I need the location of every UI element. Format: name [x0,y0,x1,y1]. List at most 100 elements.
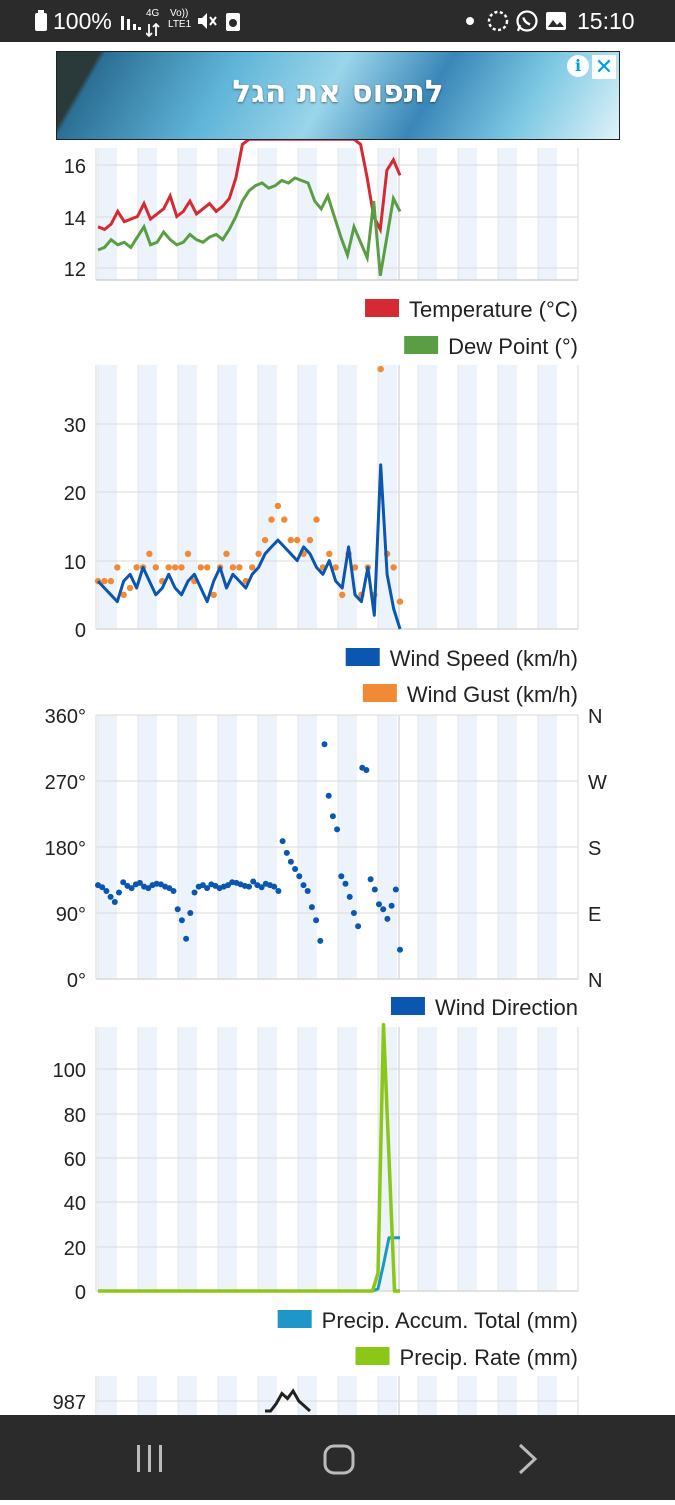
ad-info-icon[interactable]: i [567,55,589,77]
legend-wind-direction-label: Wind Direction [435,995,578,1020]
wind-gust-dots-point [326,550,333,557]
wind-gust-dots-point [249,564,256,571]
wind-speed-line [96,463,402,630]
stripe [178,1376,197,1415]
y-tick-precip: 0 [75,1282,86,1304]
wind-direction-dots-point [174,906,181,913]
wind-direction-dots-point [103,888,110,894]
stripe [218,1027,237,1291]
legend-wind-gust-label: Wind Gust (km/h) [407,682,578,707]
y-tick-wind: 0 [75,620,86,642]
wind-direction-dots-point [397,946,403,953]
wind-direction-dots-point [329,813,336,820]
stripe [98,148,117,280]
stripe [298,1027,317,1291]
wind-direction-dots-point [283,849,290,856]
dot-icon [465,6,475,36]
ad-banner[interactable]: לתפוס את הגל i ✕ [56,51,620,140]
data-arrows-icon [145,14,160,44]
stripe [258,365,277,629]
wind-direction-dots-point [304,888,311,894]
stripe [498,1376,517,1415]
wind-gust-dots-point [184,550,192,557]
navigation-bar [0,1415,675,1500]
signal-icon [120,6,142,36]
clock: 15:10 [577,8,635,34]
wind-gust-dots-point [306,536,314,544]
stripe [538,1027,557,1291]
wind-direction-dots-point [334,826,341,833]
wind-direction-dots-point [384,915,391,922]
wind-direction-dots-point [116,889,122,896]
recent-apps-button[interactable] [120,1430,180,1486]
wind-direction-dots-point [317,937,324,944]
volte-top: Vo)) [170,8,189,19]
stripe [418,1376,437,1415]
wind-direction-dots-point [363,767,370,773]
stripe [338,1376,357,1415]
legend-precip-rate-label: Precip. Rate (mm) [400,1345,578,1370]
stripe [178,365,197,629]
whatsapp-icon [515,6,539,36]
wind-gust-dots-point [210,591,217,598]
dew-point-line [97,176,402,276]
wind-direction-dots-point [388,902,395,909]
ad-close-icon[interactable]: ✕ [592,55,616,79]
wind-gust-dots-point [114,564,121,571]
battery-icon [34,6,48,36]
legend-wind-speed-label: Wind Speed (km/h) [390,646,578,671]
stripe [498,365,517,629]
stripe [498,1027,517,1291]
y-tick-direction: 360° [45,706,86,728]
wind-gust-dots-point [165,564,172,571]
y-tick-compass: E [588,904,601,926]
wind-direction-dots-point [355,923,362,930]
y-tick-precip: 100 [53,1060,86,1082]
wind-gust-dots-point [204,564,211,571]
temperature-chart [95,148,579,281]
wind-direction-dots-point [258,884,265,891]
precip-rate-line [98,1022,400,1293]
stripe [298,148,317,280]
back-button[interactable] [498,1430,558,1486]
stripe [178,1027,197,1291]
wind-direction-dots-point [350,910,357,916]
wind-gust-dots-point [236,564,243,571]
wind-direction-dots-point [300,882,307,889]
legend-dew-point-label: Dew Point (°) [448,334,578,359]
battery-level: 100% [53,8,112,34]
wind-direction-dots-point [225,882,231,889]
stripe [178,148,197,280]
stripe [98,365,117,629]
wind-gust-dots-point [294,536,301,544]
y-tick-precip: 60 [64,1149,86,1171]
stripe [138,365,157,629]
wind-gust-dots-point [287,536,294,544]
wind-direction-dots-point [204,885,211,892]
legend-temperature-label: Temperature (°C) [409,297,578,322]
stripe [378,365,397,629]
wind-gust-dots-point [261,536,269,544]
y-tick-wind: 10 [64,552,86,574]
wind-direction-dots-point [296,873,303,880]
y-tick-precip: 80 [64,1105,86,1127]
wind-gust-dots-point [390,564,397,571]
home-button[interactable] [310,1430,370,1486]
wind-direction-dots-point [111,899,118,905]
y-tick-pressure: 987 [53,1392,86,1414]
wind-direction-dots-point [313,917,320,924]
wind-direction-dots-point [107,893,114,900]
wind-direction-dots-point [367,876,374,883]
ad-text: לתפוס את הגל [232,74,444,110]
y-tick-compass: N [588,970,602,992]
network-type: 4G [146,8,160,19]
legend-wind-gust-swatch [362,684,397,702]
wind-gust-dots-point [229,564,237,571]
stripe [218,365,237,629]
wind-direction-dots-point [170,888,177,894]
stripe [98,1376,117,1415]
wind-gust-dots-point [274,502,282,510]
pressure-line [265,1388,311,1413]
wind-direction-dots-point [128,885,135,892]
y-tick-wind: 30 [64,415,86,437]
